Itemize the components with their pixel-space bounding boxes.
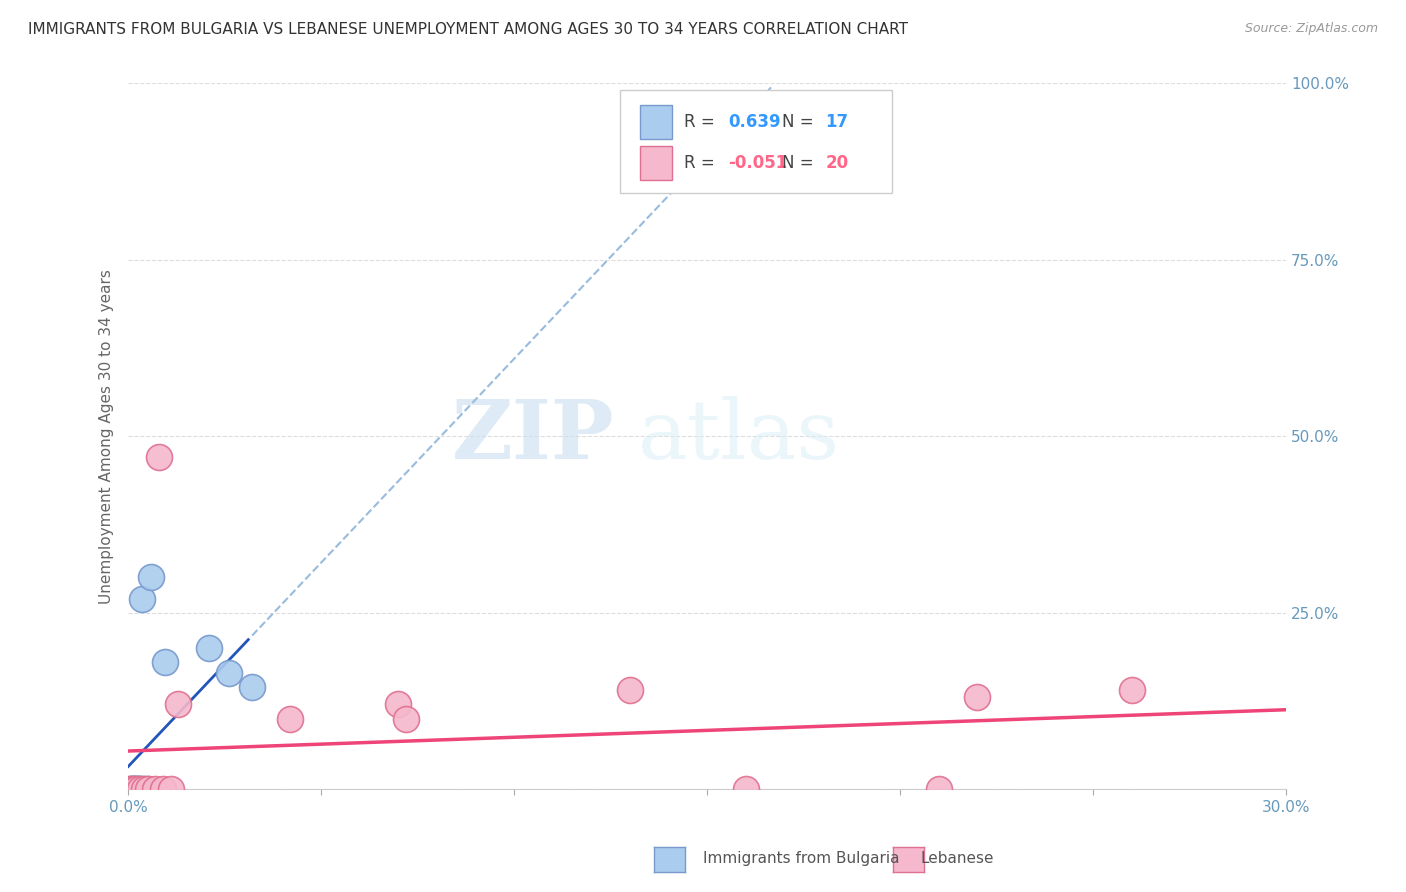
- Point: [122, 782, 145, 797]
- Text: ZIP: ZIP: [451, 396, 614, 476]
- Text: 0.639: 0.639: [728, 113, 780, 131]
- Point: [121, 782, 143, 797]
- Point: [218, 665, 240, 680]
- Point: [619, 683, 641, 698]
- Point: [125, 782, 148, 797]
- Point: [124, 782, 146, 797]
- Point: [128, 782, 150, 797]
- Point: [128, 782, 150, 797]
- Y-axis label: Unemployment Among Ages 30 to 34 years: Unemployment Among Ages 30 to 34 years: [100, 268, 114, 604]
- Text: atlas: atlas: [638, 396, 839, 476]
- Text: 20: 20: [825, 154, 848, 172]
- Point: [120, 782, 142, 797]
- Point: [966, 690, 988, 705]
- Point: [132, 782, 155, 797]
- Point: [127, 782, 149, 797]
- FancyBboxPatch shape: [620, 90, 893, 193]
- Point: [122, 782, 145, 797]
- Point: [122, 782, 145, 797]
- Point: [278, 712, 301, 726]
- Point: [1121, 683, 1143, 698]
- Point: [143, 782, 166, 797]
- Text: Source: ZipAtlas.com: Source: ZipAtlas.com: [1244, 22, 1378, 36]
- Point: [136, 782, 159, 797]
- Text: R =: R =: [683, 113, 720, 131]
- Text: N =: N =: [782, 154, 820, 172]
- Text: IMMIGRANTS FROM BULGARIA VS LEBANESE UNEMPLOYMENT AMONG AGES 30 TO 34 YEARS CORR: IMMIGRANTS FROM BULGARIA VS LEBANESE UNE…: [28, 22, 908, 37]
- Text: N =: N =: [782, 113, 820, 131]
- Point: [121, 782, 143, 797]
- Point: [387, 698, 409, 712]
- Text: Immigrants from Bulgaria: Immigrants from Bulgaria: [703, 851, 900, 865]
- Point: [240, 680, 263, 694]
- Text: R =: R =: [683, 154, 720, 172]
- Point: [132, 782, 155, 797]
- Point: [198, 640, 221, 655]
- Point: [136, 782, 159, 797]
- FancyBboxPatch shape: [640, 105, 672, 139]
- Point: [120, 782, 142, 797]
- Text: Lebanese: Lebanese: [921, 851, 994, 865]
- Point: [159, 782, 181, 797]
- Point: [395, 712, 418, 726]
- Point: [152, 782, 174, 797]
- Point: [153, 655, 176, 669]
- Point: [131, 591, 153, 606]
- Point: [734, 782, 756, 797]
- Text: -0.051: -0.051: [728, 154, 787, 172]
- Point: [148, 450, 170, 465]
- Point: [141, 570, 163, 584]
- Point: [928, 782, 950, 797]
- Point: [125, 782, 148, 797]
- Point: [128, 782, 150, 797]
- FancyBboxPatch shape: [640, 146, 672, 180]
- Point: [167, 698, 190, 712]
- Text: 17: 17: [825, 113, 848, 131]
